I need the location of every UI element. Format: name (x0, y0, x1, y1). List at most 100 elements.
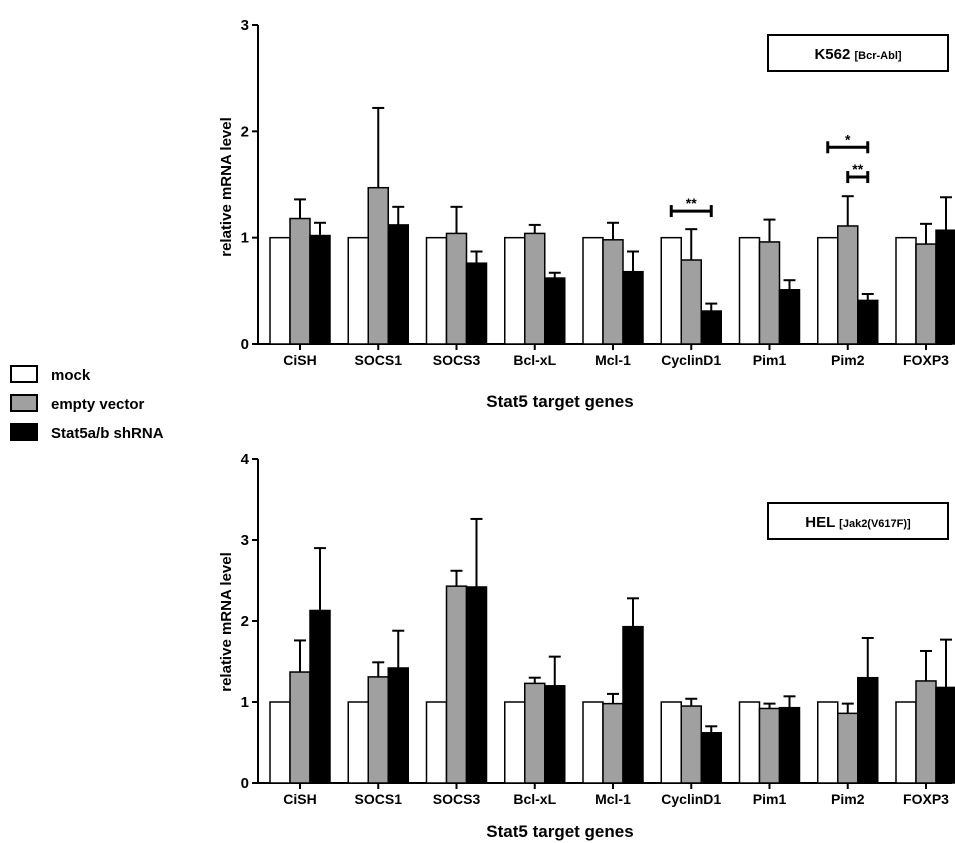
chart-title-box (767, 34, 949, 72)
y-tick-label: 3 (241, 17, 249, 34)
category-label: Bcl-xL (513, 791, 556, 807)
bar (857, 299, 879, 345)
y-axis-title: relative mRNA level (218, 117, 235, 257)
bar (738, 236, 761, 345)
chart-title-box (767, 502, 949, 540)
bar (778, 289, 801, 345)
bar (660, 701, 682, 784)
legend-item-stat5ab-shrna: Stat5a/b shRNA (10, 423, 164, 442)
bar (660, 236, 682, 345)
bar (935, 229, 955, 345)
bar (367, 676, 389, 784)
bar (524, 682, 546, 784)
category-label: CyclinD1 (661, 791, 721, 807)
category-label: Bcl-xL (513, 352, 556, 368)
bar (465, 262, 488, 345)
legend-label-stat5ab-shrna: Stat5a/b shRNA (51, 425, 164, 442)
bar (387, 224, 409, 345)
bar (347, 236, 369, 345)
chart-title: HEL [Jak2(V617F)] (805, 514, 911, 531)
bar (680, 259, 702, 345)
bar (544, 685, 566, 784)
bar (367, 186, 389, 345)
y-tick-label: 1 (241, 230, 249, 247)
bar (837, 225, 859, 345)
bar (817, 701, 839, 784)
bar (680, 705, 702, 784)
category-label: FOXP3 (903, 352, 949, 368)
bar (622, 625, 644, 784)
y-axis-title: relative mRNA level (218, 552, 235, 692)
legend-swatch-mock (10, 365, 38, 383)
chart-title: K562 [Bcr-Abl] (814, 46, 901, 63)
legend-item-mock: mock (10, 365, 91, 384)
chart-hel: HEL [Jak2(V617F)] relative mRNA level St… (218, 451, 955, 841)
bar (602, 702, 624, 784)
category-label: Pim2 (831, 791, 865, 807)
bar (445, 232, 468, 345)
bar (700, 310, 722, 345)
bar (602, 239, 624, 345)
significance-label: ** (686, 195, 697, 211)
bar (309, 234, 331, 345)
category-label: CyclinD1 (661, 352, 721, 368)
bar (582, 701, 604, 784)
chart-k562: K562 [Bcr-Abl] relative mRNA level Stat5… (218, 17, 955, 411)
bar (347, 701, 369, 784)
bar (758, 707, 781, 784)
y-tick-label: 0 (241, 336, 249, 353)
bar (895, 236, 917, 345)
y-tick-label: 2 (241, 123, 249, 140)
significance-label: ** (852, 161, 863, 177)
category-label: CiSH (283, 352, 316, 368)
legend-label-empty-vector: empty vector (51, 396, 145, 413)
legend: mock empty vector Stat5a/b shRNA (10, 365, 164, 442)
y-tick-label: 4 (241, 451, 250, 468)
bar (837, 712, 859, 784)
x-axis-title: Stat5 target genes (486, 822, 633, 841)
bar (758, 241, 781, 345)
bar (289, 671, 311, 784)
bar (857, 676, 879, 784)
legend-item-empty-vector: empty vector (10, 394, 145, 413)
x-axis-title: Stat5 target genes (486, 392, 633, 411)
bar (544, 277, 566, 345)
category-label: CiSH (283, 791, 316, 807)
category-label: SOCS3 (433, 352, 481, 368)
bar (504, 236, 526, 345)
bar (935, 686, 955, 784)
y-tick-label: 2 (241, 613, 249, 630)
legend-swatch-empty-vector (10, 394, 38, 412)
bar (738, 701, 761, 784)
bar (309, 609, 331, 784)
category-label: Pim2 (831, 352, 865, 368)
category-label: SOCS3 (433, 791, 481, 807)
category-label: SOCS1 (355, 352, 403, 368)
bar (700, 732, 722, 784)
category-label: FOXP3 (903, 791, 949, 807)
bar (269, 701, 291, 784)
category-label: SOCS1 (355, 791, 403, 807)
bar (504, 701, 526, 784)
significance-label: * (845, 131, 851, 147)
category-label: Mcl-1 (595, 791, 631, 807)
category-label: Pim1 (753, 352, 787, 368)
bar (524, 232, 546, 345)
bar (622, 270, 644, 345)
bar (915, 243, 937, 345)
category-label: Pim1 (753, 791, 787, 807)
bar (817, 236, 839, 345)
y-tick-label: 3 (241, 532, 249, 549)
legend-label-mock: mock (51, 367, 91, 384)
category-label: Mcl-1 (595, 352, 631, 368)
bar (425, 236, 448, 345)
bar (778, 706, 801, 784)
bar (582, 236, 604, 345)
bar (425, 701, 448, 784)
bar (289, 217, 311, 345)
y-tick-label: 0 (241, 775, 249, 792)
legend-swatch-stat5ab-shrna (10, 423, 38, 441)
bar (895, 701, 917, 784)
bar (445, 585, 468, 784)
